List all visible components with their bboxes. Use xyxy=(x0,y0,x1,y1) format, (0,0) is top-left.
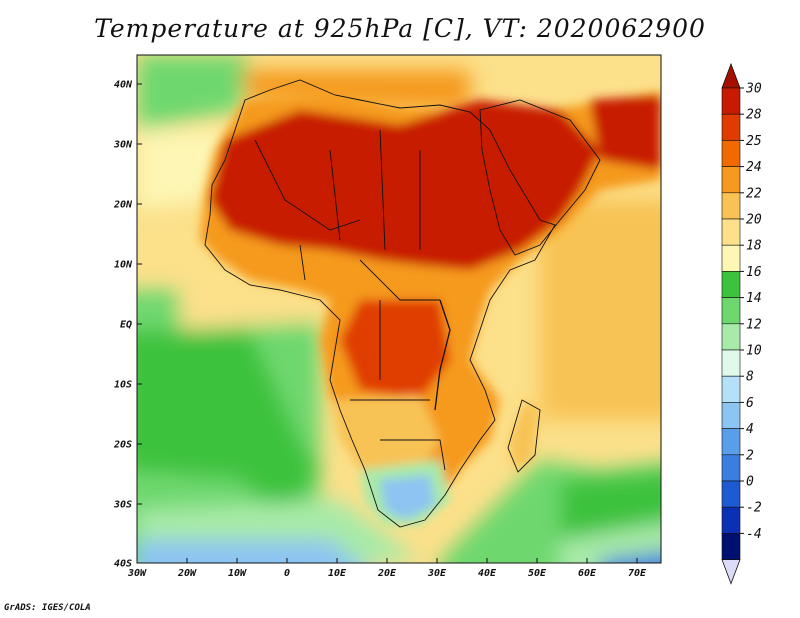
lat-label: 40N xyxy=(114,80,133,91)
colorbar-swatch xyxy=(721,506,741,534)
colorbar-swatch xyxy=(721,428,741,456)
colorbar-label: 20 xyxy=(746,213,762,228)
grads-credit: GrADS: IGES/COLA xyxy=(4,603,91,613)
colorbar-label: 16 xyxy=(746,265,762,280)
colorbar-swatch xyxy=(721,349,741,377)
lon-label: 30W xyxy=(127,568,147,579)
map-frame xyxy=(136,54,662,564)
colorbar-swatch xyxy=(721,271,741,298)
lon-label: 10W xyxy=(228,568,247,579)
colorbar-label: 0 xyxy=(746,475,754,490)
colorbar-swatch xyxy=(721,323,741,351)
lon-label: 10E xyxy=(328,568,347,579)
colorbar-label: 4 xyxy=(746,422,754,437)
colorbar-swatch xyxy=(721,454,741,482)
lat-label: 30S xyxy=(113,500,132,511)
lat-label: 40S xyxy=(114,559,132,570)
lat-label: 20N xyxy=(113,200,133,211)
colorbar-top-cap xyxy=(721,62,741,89)
lon-label: 30E xyxy=(427,568,447,579)
lon-label: 70E xyxy=(628,568,647,579)
colorbar-swatch xyxy=(721,244,741,272)
colorbar-swatch xyxy=(721,402,741,429)
colorbar-label: 12 xyxy=(746,317,762,332)
colorbar-swatch xyxy=(721,166,741,194)
lat-label: 30N xyxy=(113,140,133,151)
map-title: Temperature at 925hPa [C], VT: 202006290… xyxy=(94,14,706,43)
colorbar-bottom-cap xyxy=(721,559,741,585)
colorbar-label: 24 xyxy=(746,160,762,175)
colorbar-label: -2 xyxy=(746,501,762,516)
colorbar-swatch xyxy=(721,218,741,246)
lon-label: 60E xyxy=(578,568,597,579)
colorbar-label: 2 xyxy=(746,448,754,463)
lon-label: 20W xyxy=(177,568,197,579)
colorbar-swatch xyxy=(721,375,741,403)
colorbar-label: 6 xyxy=(746,396,754,411)
lon-label: 20E xyxy=(377,568,397,579)
colorbar-label: 8 xyxy=(746,370,754,385)
lat-label: 20S xyxy=(113,440,132,451)
colorbar-swatch xyxy=(721,113,741,141)
colorbar-label: 22 xyxy=(746,186,762,201)
lat-label: EQ xyxy=(120,320,132,331)
lat-label: 10S xyxy=(114,380,132,391)
lon-label: 50E xyxy=(528,568,547,579)
colorbar-label: 18 xyxy=(746,239,762,254)
colorbar-label: 30 xyxy=(745,82,762,97)
colorbar-swatch xyxy=(721,192,741,220)
colorbar-swatch xyxy=(721,297,741,325)
lon-label: 40E xyxy=(478,568,497,579)
temperature-field xyxy=(137,55,661,563)
colorbar-label: -4 xyxy=(746,527,762,542)
colorbar-label: 25 xyxy=(746,134,762,149)
colorbar-label: 14 xyxy=(746,291,762,306)
colorbar-swatch xyxy=(721,87,741,115)
colorbar-label: 28 xyxy=(746,108,762,123)
colorbar-swatch xyxy=(721,533,741,560)
coastline-borders xyxy=(204,79,601,528)
lon-label: 0 xyxy=(284,568,290,579)
colorbar-label: 10 xyxy=(746,344,762,359)
colorbar-swatch xyxy=(721,480,741,508)
lat-label: 10N xyxy=(114,260,133,271)
colorbar-swatch xyxy=(721,140,741,167)
colorbar xyxy=(721,62,741,585)
